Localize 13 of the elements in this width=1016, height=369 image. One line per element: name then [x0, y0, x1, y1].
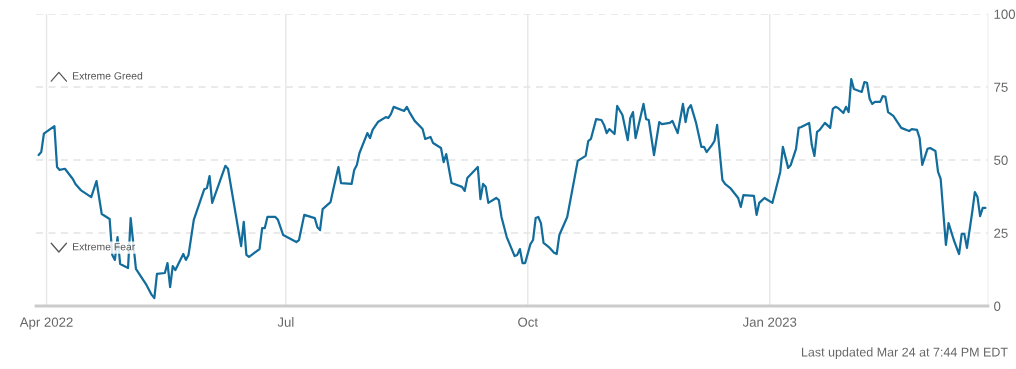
annotation: Extreme Fear: [73, 243, 136, 251]
x-tick-label: Oct: [518, 317, 538, 327]
text: Last updated Mar 24 at 7:44 PM EDT: [801, 347, 1008, 359]
y-tick-label: 75: [994, 82, 1008, 92]
x-tick-label: Apr 2022: [19, 317, 73, 330]
y-tick-label: 50: [994, 155, 1008, 165]
line-series: [37, 78, 987, 300]
y-tick-label: 25: [994, 228, 1008, 238]
y-tick-label: 100: [994, 9, 1016, 19]
annotation: Extreme Greed: [73, 71, 143, 80]
y-tick-label: 0: [994, 301, 1001, 311]
x-tick-label: Jul: [277, 317, 294, 327]
x-tick-label: Jan 2023: [742, 317, 797, 327]
